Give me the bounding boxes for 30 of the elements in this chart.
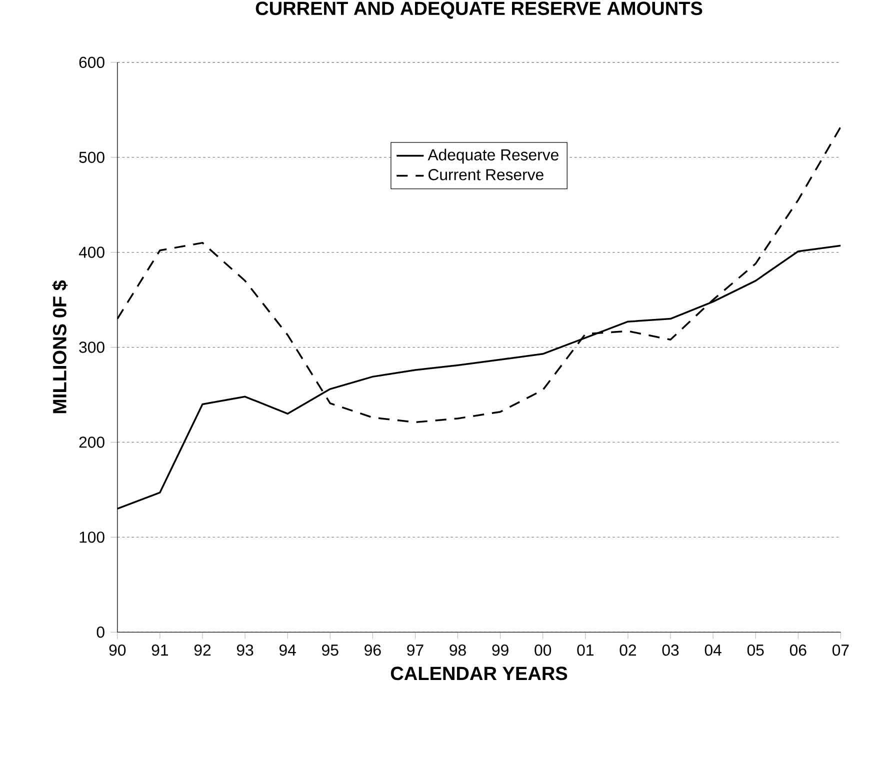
y-tick-label: 0 xyxy=(96,626,104,638)
x-tick-label: 06 xyxy=(790,644,806,656)
x-tick-label: 96 xyxy=(364,644,381,656)
x-tick-label: 93 xyxy=(236,644,254,656)
x-tick-label: 00 xyxy=(534,644,552,656)
y-tick-label: 100 xyxy=(80,532,104,543)
y-axis-title: MILLIONS 0F $ xyxy=(52,280,68,414)
y-tick-label: 300 xyxy=(79,342,104,353)
x-tick-label: 94 xyxy=(280,644,296,656)
x-tick-label: 95 xyxy=(322,644,338,656)
x-tick-label: 05 xyxy=(747,644,764,656)
x-axis-title: CALENDAR YEARS xyxy=(390,666,568,680)
x-tick-label: 98 xyxy=(450,644,466,656)
x-tick-label: 03 xyxy=(662,644,679,656)
y-tick-label: 500 xyxy=(79,152,104,163)
x-tick-label: 02 xyxy=(620,644,636,656)
legend-label: Adequate Reserve xyxy=(428,148,558,164)
y-tick-label: 400 xyxy=(78,246,104,258)
x-tick-label: 01 xyxy=(577,644,594,656)
x-tick-label: 91 xyxy=(152,644,168,656)
x-tick-label: 92 xyxy=(194,644,211,656)
x-tick-label: 04 xyxy=(704,644,722,656)
legend-label: Current Reserve xyxy=(428,169,544,180)
x-tick-label: 07 xyxy=(832,644,849,656)
x-tick-label: 90 xyxy=(109,644,126,656)
chart-title: CURRENT AND ADEQUATE RESERVE AMOUNTS xyxy=(256,2,702,19)
y-tick-label: 600 xyxy=(79,56,104,68)
x-tick-label: 99 xyxy=(492,644,508,656)
y-tick-label: 200 xyxy=(79,436,104,448)
x-tick-label: 97 xyxy=(407,644,424,656)
